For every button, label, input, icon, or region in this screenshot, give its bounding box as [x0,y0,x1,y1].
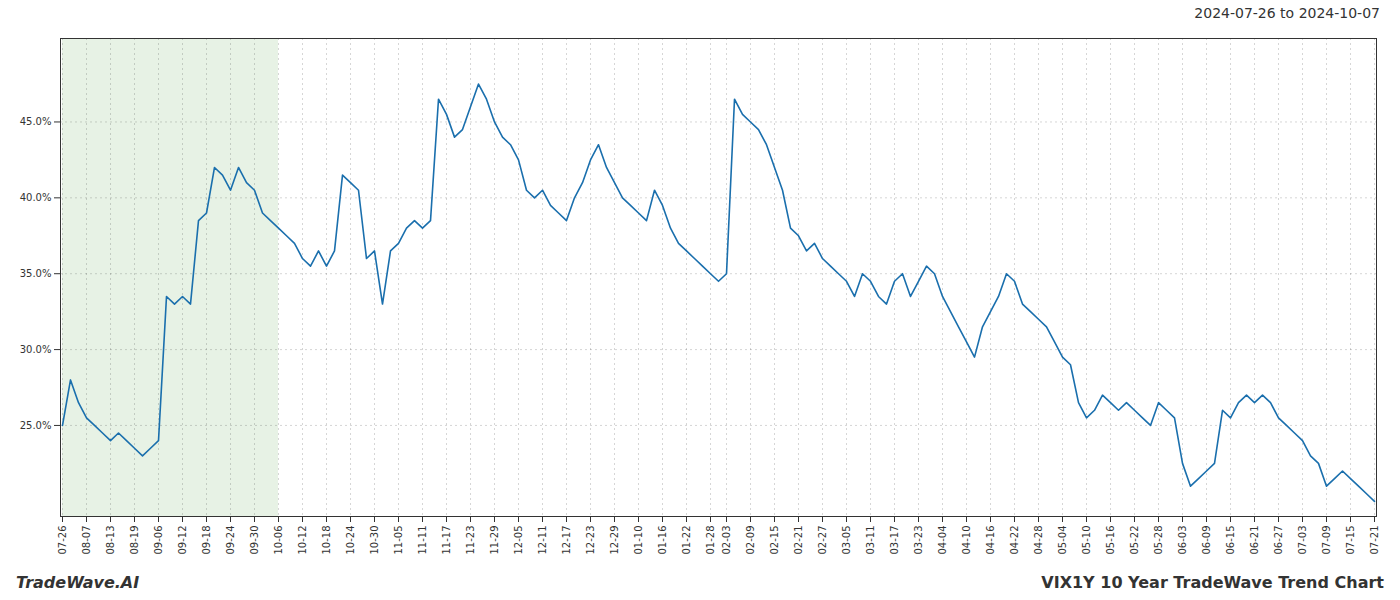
svg-text:06-15: 06-15 [1225,526,1236,555]
svg-text:04-28: 04-28 [1033,526,1044,555]
svg-text:09-30: 09-30 [249,526,260,555]
svg-text:04-04: 04-04 [937,526,948,555]
svg-text:01-16: 01-16 [657,526,668,555]
svg-text:08-13: 08-13 [105,526,116,555]
svg-text:04-16: 04-16 [985,526,996,555]
svg-text:01-22: 01-22 [681,526,692,555]
html-text:TradeWave.AI: TradeWave.AI [16,572,140,592]
svg-text:05-22: 05-22 [1129,526,1140,555]
svg-text:03-05: 03-05 [841,526,852,555]
html-text:VIX1Y 10 Year TradeWave Trend: VIX1Y 10 Year TradeWave Trend Chart [1041,572,1384,592]
svg-text:12-23: 12-23 [585,526,596,555]
svg-text:02-15: 02-15 [769,526,780,555]
svg-text:10-06: 10-06 [273,526,284,555]
svg-text:12-29: 12-29 [609,526,620,555]
svg-text:07-26: 07-26 [57,526,68,555]
svg-text:12-11: 12-11 [537,526,548,555]
svg-text:05-28: 05-28 [1153,526,1164,555]
svg-text:06-09: 06-09 [1201,526,1212,555]
svg-text:11-17: 11-17 [441,526,452,555]
svg-text:45.0%: 45.0% [20,116,52,127]
svg-text:07-15: 07-15 [1345,526,1356,555]
svg-text:07-21: 07-21 [1369,526,1380,555]
svg-text:03-17: 03-17 [889,526,900,555]
svg-text:11-11: 11-11 [417,526,428,555]
svg-text:08-07: 08-07 [81,526,92,555]
svg-text:30.0%: 30.0% [20,344,52,355]
svg-text:04-22: 04-22 [1009,526,1020,555]
svg-text:05-04: 05-04 [1057,526,1068,555]
svg-text:02-09: 02-09 [745,526,756,555]
svg-text:11-05: 11-05 [393,526,404,555]
svg-text:05-16: 05-16 [1105,526,1116,555]
svg-text:02-03: 02-03 [721,526,732,555]
svg-text:09-12: 09-12 [177,526,188,555]
svg-text:10-24: 10-24 [345,526,356,555]
svg-text:09-24: 09-24 [225,526,236,555]
svg-text:02-21: 02-21 [793,526,804,555]
svg-text:05-10: 05-10 [1081,526,1092,555]
svg-text:01-10: 01-10 [633,526,644,555]
svg-text:06-03: 06-03 [1177,526,1188,555]
svg-text:06-21: 06-21 [1249,526,1260,555]
svg-text:10-18: 10-18 [321,526,332,555]
svg-text:11-23: 11-23 [465,526,476,555]
svg-text:10-12: 10-12 [297,526,308,555]
svg-text:07-03: 07-03 [1297,526,1308,555]
svg-text:09-18: 09-18 [201,526,212,555]
svg-text:03-23: 03-23 [913,526,924,555]
svg-text:02-27: 02-27 [817,526,828,555]
svg-text:03-11: 03-11 [865,526,876,555]
svg-text:10-30: 10-30 [369,526,380,555]
html-text:2024-07-26 to 2024-10-07: 2024-07-26 to 2024-10-07 [1194,5,1380,21]
svg-text:08-19: 08-19 [129,526,140,555]
svg-text:40.0%: 40.0% [20,192,52,203]
svg-text:25.0%: 25.0% [20,420,52,431]
svg-text:09-06: 09-06 [153,526,164,555]
svg-text:12-05: 12-05 [513,526,524,555]
svg-text:04-10: 04-10 [961,526,972,555]
svg-text:12-17: 12-17 [561,526,572,555]
svg-text:11-29: 11-29 [489,526,500,555]
svg-text:06-27: 06-27 [1273,526,1284,555]
svg-text:01-28: 01-28 [705,526,716,555]
svg-text:35.0%: 35.0% [20,268,52,279]
svg-text:07-09: 07-09 [1321,526,1332,555]
